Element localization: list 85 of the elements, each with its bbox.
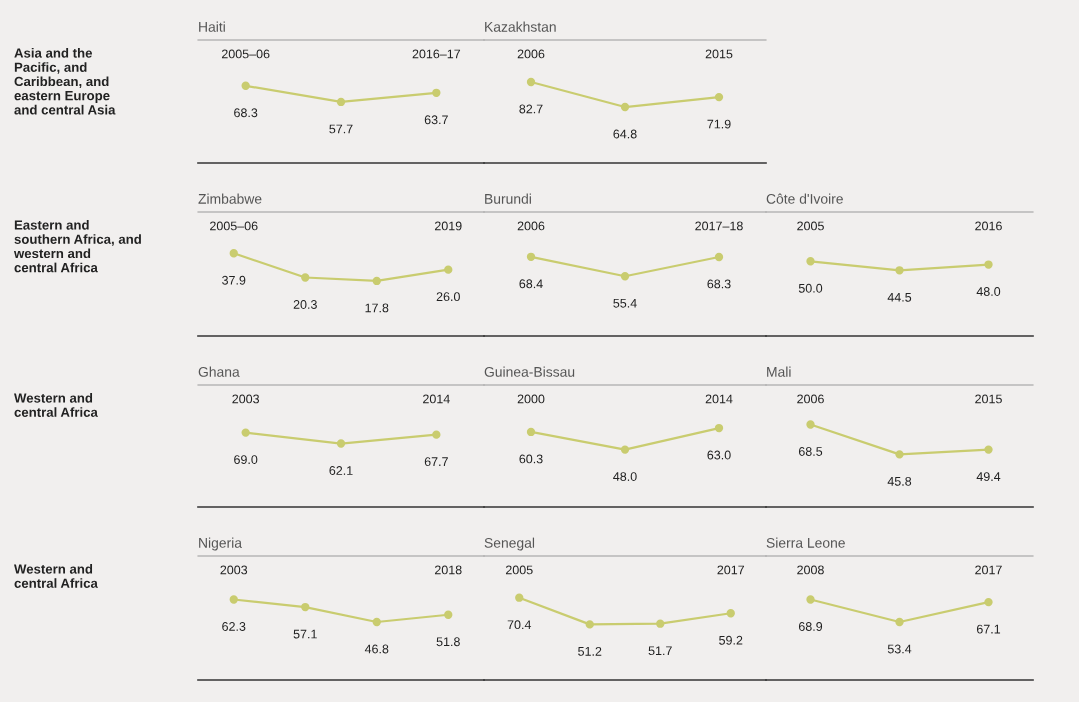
text: Western and central Africa [14,393,98,417]
chart-title: Sierra Leone [766,537,845,548]
data-label: 68.4 [519,279,543,289]
data-label: 49.4 [976,472,1001,482]
data-label: 26.0 [436,292,460,302]
data-label: 62.3 [222,622,246,631]
x-tick-label: 2018 [434,565,462,575]
point [585,620,594,629]
chart-title: Senegal [484,537,535,551]
x-tick-label: 2019 [434,221,462,231]
point [372,617,381,627]
data-label: 63.0 [707,450,731,460]
x-tick-label: 2015 [975,394,1002,404]
x-tick-label: 2016 [975,221,1002,231]
data-label: 48.0 [613,472,637,481]
data-label: 37.9 [222,275,246,285]
x-tick-label: 2014 [705,394,733,404]
data-label: 64.8 [613,129,637,139]
chart-title: Guinea-Bissau [484,366,575,377]
point [301,273,310,282]
x-tick-label: 2006 [517,49,545,59]
data-label: 68.9 [798,622,823,631]
x-tick-label: 2008 [797,565,824,575]
text: Asia and the Pacific, and Caribbean, and eastern Europe and central Asia [14,48,116,115]
point [444,610,453,619]
chart-title: Haiti [199,21,225,32]
x-tick-label: 2005 [797,221,824,231]
data-label: 17.8 [365,303,389,313]
data-label: 51.2 [578,646,602,656]
data-label: 69.0 [234,455,258,464]
data-label: 53.4 [887,644,912,654]
data-label: 60.3 [519,454,543,464]
data-label: 57.1 [293,629,317,639]
chart-title: Ghana [198,366,240,377]
chart-title: Mali [767,366,791,377]
point [726,609,735,618]
text: Eastern and southern Africa, and western and central Africa [13,220,141,273]
data-label: 82.7 [519,104,543,114]
data-label: 62.1 [329,466,353,475]
x-tick-label: 2005–06 [210,221,258,231]
data-label: 51.8 [436,637,460,647]
data-label: 67.1 [976,624,1001,634]
x-tick-label: 2003 [232,394,260,404]
chart-title: Kazakhstan [485,21,556,32]
data-label: 59.2 [719,635,743,645]
x-tick-label: 2003 [220,565,248,575]
data-label: 46.8 [364,644,389,654]
data-label: 68.3 [234,108,258,118]
data-label: 45.8 [887,476,912,486]
point [372,276,381,286]
chart-title: Nigeria [199,537,242,551]
data-label: 70.4 [507,620,532,630]
x-tick-label: 2005 [505,565,533,575]
data-label: 63.7 [424,115,448,125]
x-tick-label: 2006 [797,394,824,404]
data-label: 20.3 [293,300,317,309]
data-label: 68.5 [798,447,823,456]
text: Western and central Africa [14,564,98,588]
x-tick-label: 2005–06 [221,49,270,59]
x-tick-label: 2006 [517,221,545,231]
chart-title: Côte d'Ivoire [766,193,843,204]
data-label: 67.7 [424,457,448,467]
point [444,265,453,274]
data-label: 51.7 [648,646,672,656]
data-label: 68.3 [707,279,731,289]
x-tick-label: 2017 [717,565,745,575]
x-tick-label: 2016–17 [412,49,461,59]
point [301,602,310,612]
chart-title: Burundi [485,193,531,204]
data-label: 50.0 [798,283,823,293]
point [229,595,238,604]
point [656,619,665,628]
chart-title: Zimbabwe [198,193,262,204]
data-label: 44.5 [887,292,912,302]
x-tick-label: 2015 [705,49,733,59]
data-label: 48.0 [976,287,1001,296]
data-label: 57.7 [329,124,353,134]
point [229,249,238,258]
x-tick-label: 2014 [423,394,450,404]
data-label: 55.4 [613,298,637,308]
data-label: 71.9 [707,119,731,129]
point [515,593,524,602]
x-tick-label: 2017 [975,565,1002,575]
x-tick-label: 2017–18 [695,221,743,231]
x-tick-label: 2000 [517,394,545,404]
